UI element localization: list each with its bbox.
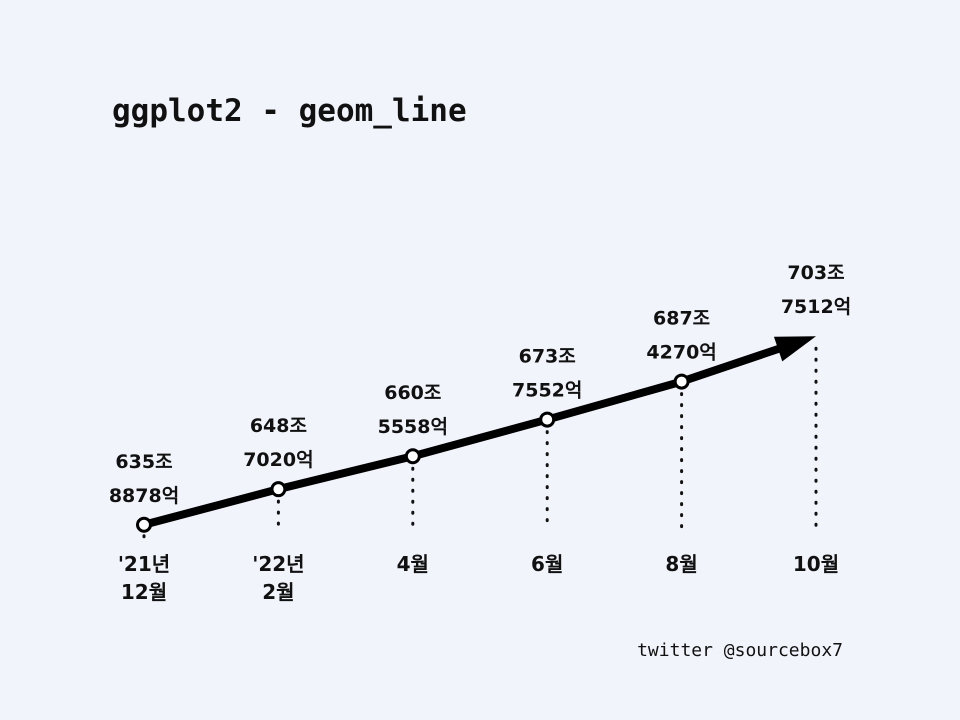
data-point-1 (270, 481, 287, 498)
value-label-3-line-2: 7552억 (512, 380, 582, 402)
value-label-3-line-1: 673조 (519, 346, 576, 368)
value-label-4-line-2: 4270억 (646, 342, 716, 364)
chart-title: ggplot2 - geom_line (112, 93, 467, 129)
value-label-5-line-2: 7512억 (781, 296, 851, 318)
x-label-3-line-1: 6월 (531, 552, 563, 576)
guide-lines (142, 346, 818, 539)
data-point-2 (404, 448, 421, 465)
credit-text: twitter @sourcebox7 (637, 640, 843, 661)
value-label-0-line-2: 8878억 (109, 485, 179, 507)
x-label-1-line-2: 2월 (262, 580, 294, 604)
data-point-4 (673, 373, 690, 390)
data-point-3 (539, 411, 556, 428)
value-labels: 635조 8878억 648조 7020억 660조 5558억 673조 7552억 687조… (109, 262, 851, 507)
x-label-0-line-2: 12월 (121, 580, 167, 604)
x-label-4-line-1: 8월 (665, 552, 697, 576)
value-label-5-line-1: 703조 (787, 262, 844, 284)
value-label-2-line-2: 5558억 (378, 416, 448, 438)
value-label-1-line-2: 7020억 (243, 449, 313, 471)
value-label-1-line-1: 648조 (250, 415, 307, 437)
data-point-0 (136, 516, 152, 533)
x-label-2-line-1: 4월 (397, 552, 429, 576)
value-label-2-line-1: 660조 (384, 382, 441, 404)
value-label-4-line-1: 687조 (653, 308, 710, 330)
trend-line (140, 343, 786, 529)
value-label-0-line-1: 635조 (115, 451, 172, 473)
data-points (136, 373, 690, 533)
arrowhead (773, 336, 816, 362)
x-axis-labels: '21년 12월 '22년 2월 4월 6월 8월 10월 (118, 552, 839, 604)
series-line (140, 336, 816, 529)
x-label-1-line-1: '22년 (252, 552, 304, 576)
x-label-0-line-1: '21년 (118, 552, 170, 576)
x-label-5-line-1: 10월 (793, 552, 839, 576)
